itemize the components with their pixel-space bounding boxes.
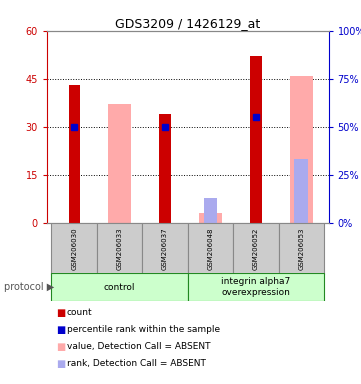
Text: GSM206037: GSM206037: [162, 227, 168, 270]
Bar: [142, 223, 188, 275]
Bar: [52, 273, 188, 301]
Bar: [108, 104, 131, 223]
Bar: [188, 223, 233, 275]
Text: value, Detection Call = ABSENT: value, Detection Call = ABSENT: [67, 342, 210, 351]
Text: GSM206052: GSM206052: [253, 227, 259, 270]
Bar: [279, 223, 324, 275]
Bar: [159, 114, 171, 223]
Bar: [188, 273, 324, 301]
Bar: [97, 223, 142, 275]
Bar: [295, 159, 308, 223]
Bar: [69, 85, 80, 223]
Text: GSM206030: GSM206030: [71, 227, 77, 270]
Bar: [250, 56, 261, 223]
Text: integrin alpha7
overexpression: integrin alpha7 overexpression: [221, 277, 291, 297]
Text: percentile rank within the sample: percentile rank within the sample: [67, 325, 220, 334]
Bar: [204, 198, 217, 223]
Text: count: count: [67, 308, 92, 318]
Text: GSM206053: GSM206053: [298, 227, 304, 270]
Text: ■: ■: [56, 325, 65, 335]
Text: ■: ■: [56, 359, 65, 369]
Bar: [290, 76, 313, 223]
Title: GDS3209 / 1426129_at: GDS3209 / 1426129_at: [115, 17, 260, 30]
Text: GSM206048: GSM206048: [208, 227, 213, 270]
Text: control: control: [104, 283, 135, 291]
Text: rank, Detection Call = ABSENT: rank, Detection Call = ABSENT: [67, 359, 206, 368]
Bar: [199, 213, 222, 223]
Text: GSM206033: GSM206033: [117, 227, 123, 270]
Text: protocol ▶: protocol ▶: [4, 282, 54, 292]
Text: ■: ■: [56, 342, 65, 352]
Bar: [52, 223, 97, 275]
Text: ■: ■: [56, 308, 65, 318]
Bar: [233, 223, 279, 275]
